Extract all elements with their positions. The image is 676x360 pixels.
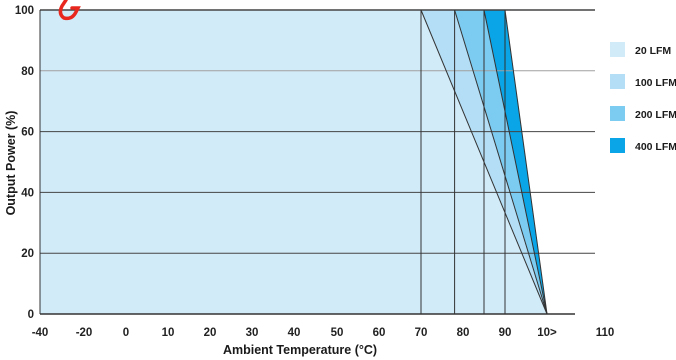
- y-tick-label: 20: [21, 248, 34, 260]
- legend: 20 LFM 100 LFM 200 LFM 400 LFM: [610, 42, 676, 153]
- x-tick-label: 10: [162, 327, 175, 339]
- legend-swatch-20-lfm: [610, 42, 625, 57]
- clipped-title-fragment: [58, 0, 81, 21]
- series-areas: [40, 10, 547, 314]
- x-axis-title: Ambient Temperature (°C): [223, 343, 377, 357]
- x-tick-label: -40: [32, 327, 49, 339]
- x-tick-label: 70: [415, 327, 428, 339]
- x-tick-label: 60: [373, 327, 386, 339]
- derating-line-20-lfm: [420, 9, 548, 315]
- legend-swatch-200-lfm: [610, 106, 625, 121]
- legend-swatch-100-lfm: [610, 74, 625, 89]
- y-tick-label: 0: [28, 309, 34, 321]
- legend-swatch-400-lfm: [610, 138, 625, 153]
- y-tick-label: 40: [21, 187, 34, 199]
- x-tick-label: 50: [331, 327, 344, 339]
- x-tick-label: -20: [76, 327, 93, 339]
- derating-lines: [420, 9, 548, 315]
- y-axis-title: Output Power (%): [4, 111, 18, 216]
- x-tick-labels: -40 -20 0 10 20 30 40 50 60 70 80 90 10> 110: [32, 327, 615, 339]
- derating-line-200-lfm: [483, 9, 548, 315]
- derating-line-100-lfm: [454, 9, 548, 315]
- x-tick-label: 110: [596, 327, 615, 339]
- x-tick-label: 0: [123, 327, 129, 339]
- x-tick-label: 80: [457, 327, 470, 339]
- x-tick-label: 10>: [537, 327, 557, 339]
- y-tick-labels: 0 20 40 60 80 100: [15, 5, 34, 321]
- knee-lines: [420, 10, 506, 314]
- legend-label-200-lfm: 200 LFM: [635, 109, 676, 121]
- area-20-lfm: [40, 10, 547, 314]
- legend-label-20-lfm: 20 LFM: [635, 45, 671, 57]
- legend-label-100-lfm: 100 LFM: [635, 77, 676, 89]
- grid-lines: [40, 9, 595, 254]
- x-tick-label: 20: [204, 327, 217, 339]
- x-tick-label: 30: [246, 327, 259, 339]
- y-tick-label: 100: [15, 5, 34, 17]
- x-tick-label: 90: [499, 327, 512, 339]
- x-tick-label: 40: [288, 327, 301, 339]
- legend-label-400-lfm: 400 LFM: [635, 141, 676, 153]
- y-tick-label: 60: [21, 127, 34, 139]
- derating-line-400-lfm: [504, 9, 548, 315]
- y-tick-label: 80: [21, 66, 34, 78]
